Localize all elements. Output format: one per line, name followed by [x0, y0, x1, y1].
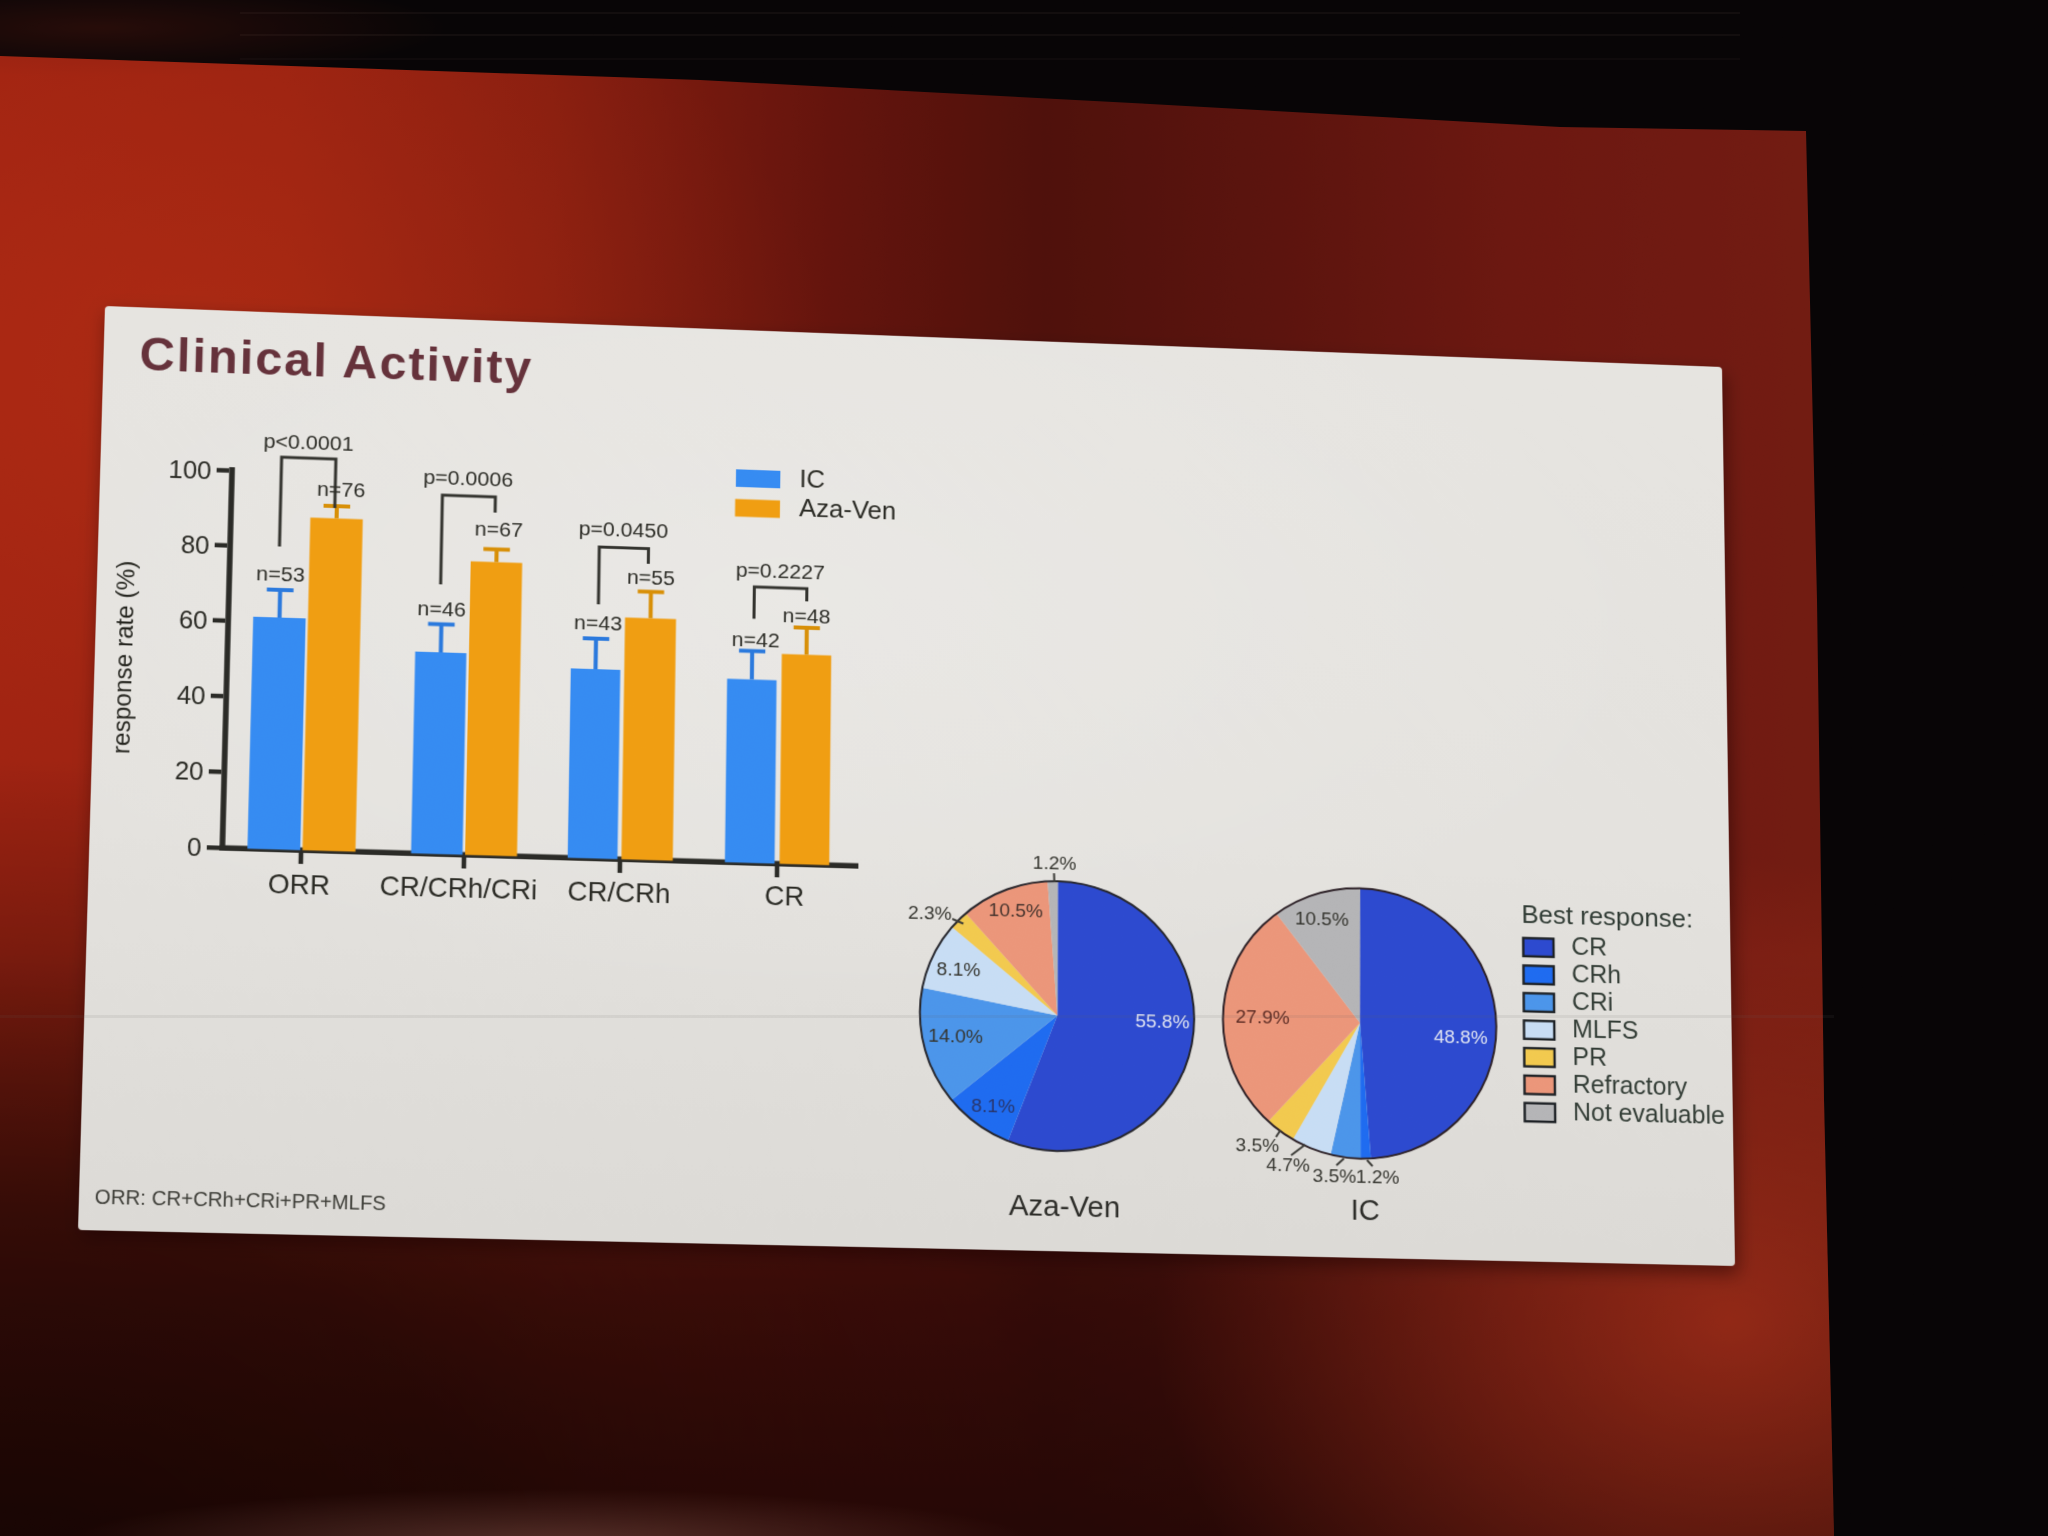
svg-text:Clinical Activity: Clinical Activity: [139, 329, 534, 395]
svg-text:CR: CR: [764, 881, 804, 912]
svg-text:CRi: CRi: [1572, 988, 1614, 1017]
svg-text:4.7%: 4.7%: [1266, 1155, 1310, 1177]
svg-text:8.1%: 8.1%: [971, 1096, 1015, 1118]
svg-text:n=42: n=42: [732, 628, 780, 652]
svg-text:p=0.0450: p=0.0450: [579, 518, 669, 544]
svg-text:p<0.0001: p<0.0001: [263, 430, 354, 456]
svg-text:IC: IC: [1351, 1195, 1380, 1228]
svg-text:CR/CRh/CRi: CR/CRh/CRi: [379, 871, 537, 905]
svg-text:n=43: n=43: [574, 611, 622, 635]
svg-text:60: 60: [178, 606, 207, 635]
svg-text:20: 20: [174, 757, 204, 786]
svg-text:ORR: ORR: [267, 869, 330, 901]
svg-text:CR: CR: [1571, 933, 1607, 961]
svg-text:48.8%: 48.8%: [1434, 1027, 1488, 1049]
svg-text:n=48: n=48: [783, 605, 831, 629]
svg-text:1.2%: 1.2%: [1033, 853, 1077, 875]
svg-text:10.5%: 10.5%: [989, 900, 1044, 922]
svg-text:n=67: n=67: [475, 518, 524, 542]
svg-text:ORR: CR+CRh+CRi+PR+MLFS: ORR: CR+CRh+CRi+PR+MLFS: [94, 1186, 386, 1215]
svg-text:10.5%: 10.5%: [1295, 909, 1349, 931]
svg-text:Best response:: Best response:: [1521, 899, 1693, 933]
svg-text:response rate (%): response rate (%): [107, 560, 140, 754]
svg-text:IC: IC: [799, 466, 825, 494]
svg-text:Aza-Ven: Aza-Ven: [1009, 1190, 1120, 1225]
svg-text:Not evaluable: Not evaluable: [1573, 1098, 1725, 1129]
svg-text:3.5%: 3.5%: [1313, 1166, 1357, 1188]
svg-text:n=53: n=53: [256, 562, 305, 586]
svg-text:p=0.2227: p=0.2227: [736, 559, 825, 584]
svg-text:0: 0: [187, 834, 202, 862]
svg-text:80: 80: [180, 531, 209, 560]
svg-text:n=55: n=55: [627, 566, 675, 590]
svg-text:n=46: n=46: [417, 597, 466, 621]
svg-text:Refractory: Refractory: [1573, 1071, 1688, 1102]
svg-text:PR: PR: [1572, 1043, 1607, 1072]
svg-text:1.2%: 1.2%: [1356, 1167, 1400, 1189]
svg-text:8.1%: 8.1%: [937, 959, 981, 981]
svg-text:100: 100: [168, 456, 212, 485]
svg-text:p=0.0006: p=0.0006: [423, 466, 513, 492]
svg-text:n=76: n=76: [317, 478, 366, 502]
svg-text:Aza-Ven: Aza-Ven: [799, 495, 896, 526]
svg-text:CRh: CRh: [1571, 961, 1621, 990]
svg-text:3.5%: 3.5%: [1236, 1135, 1280, 1157]
svg-text:14.0%: 14.0%: [928, 1026, 983, 1048]
svg-text:2.3%: 2.3%: [908, 903, 952, 925]
svg-text:40: 40: [176, 682, 206, 711]
svg-text:MLFS: MLFS: [1572, 1016, 1638, 1045]
svg-text:CR/CRh: CR/CRh: [567, 876, 670, 909]
